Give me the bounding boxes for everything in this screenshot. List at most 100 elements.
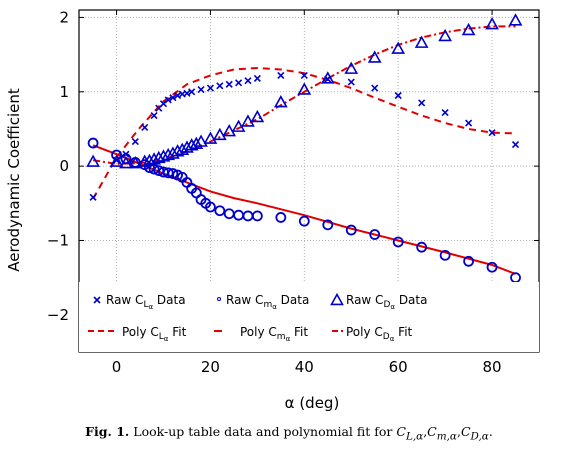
x-stroke [225,80,233,88]
raw-cm-point [369,229,381,240]
raw-cd-point [166,146,180,159]
raw-cd-point [344,61,359,74]
raw-cd-point [86,154,100,167]
x-stroke [197,85,205,94]
raw-cm-point [275,212,287,223]
raw-cd-point [175,142,190,155]
raw-cd-point [231,119,246,132]
y-tick-label: 2 [59,8,69,26]
raw-cd-point [461,22,476,36]
raw-cl-point [225,80,233,88]
raw-cl-point [511,141,520,149]
legend-triangle-shape [330,292,344,306]
raw-cd-point [414,35,429,48]
raw-cl-point [174,91,182,100]
raw-cm-point [486,261,498,273]
caption-symbol-cl: CL,α [396,424,424,443]
raw-cd-point [367,50,382,63]
raw-cl-point [150,112,158,120]
raw-cl-point [488,129,496,137]
caption-symbol-cm: Cm,α [427,424,457,443]
raw-cd-point [147,152,161,165]
raw-cm-point [120,153,132,165]
y-tick-label: −1 [47,231,69,249]
raw-cd-point [273,95,288,108]
raw-cd-point [241,114,255,127]
legend-circle-marker [217,297,221,301]
raw-cl-point [244,77,252,85]
legend-label-raw-cl: Raw CLα Data [106,293,186,311]
raw-cd-point [142,153,157,167]
raw-cd-point [485,16,499,30]
raw-cd-point [109,154,124,167]
raw-cl-point [371,84,379,92]
x-stroke [277,71,285,79]
raw-cm-point [111,149,122,161]
raw-cm-point [242,210,254,222]
x-stroke [253,74,261,82]
raw-cl-point [235,79,243,87]
x-tick-label: 40 [295,358,314,376]
raw-cl-point [347,78,355,86]
raw-cm-point [298,215,310,227]
raw-cm-point [87,137,99,149]
legend-x-marker [93,296,101,304]
raw-cl-point [197,85,205,94]
legend-label-poly-cl: Poly CLα Fit [122,325,187,343]
raw-cm-point [463,255,474,267]
raw-cd-point [320,71,335,84]
x-stroke [347,78,355,86]
x-stroke [300,71,308,79]
raw-cl-point [465,119,473,127]
legend: Raw CLα Data Raw Cmα Data Raw CDα Data P… [79,282,539,352]
caption-text: Look-up table data and polynomial fit fo… [133,424,393,439]
raw-cd-point [170,144,185,157]
caption-label: Fig. 1. [85,424,130,439]
x-stroke [164,96,172,104]
x-stroke [216,82,224,90]
raw-cd-point [212,127,227,141]
y-tick-label: 1 [59,83,69,101]
legend-entry-poly-cl: Poly CLα Fit [88,325,187,343]
raw-cd-point [156,149,171,162]
legend-triangle-marker [330,292,344,306]
tick-labels: 0 20 40 60 80 −2 −1 0 1 2 [47,8,502,376]
raw-cd-point [189,136,204,150]
raw-cl-point [394,91,402,100]
raw-cl-point [188,88,196,96]
x-tick-label: 80 [483,358,502,376]
legend-label-raw-cd: Raw CDα Data [346,293,427,311]
x-stroke [511,141,520,149]
chart-svg: 0 20 40 60 80 −2 −1 0 1 2 Raw CLα Data Raw Cmα Da… [5,8,540,412]
x-stroke [169,94,177,102]
raw-cd-point [438,28,452,42]
x-stroke [131,138,139,146]
raw-cd-point [222,124,237,137]
raw-cl-point [418,99,426,107]
legend-entry-poly-cd: Poly CDα Fit [332,325,413,343]
x-stroke [188,88,196,96]
legend-circle-shape [217,297,221,301]
raw-cm-point [214,205,226,217]
x-stroke [371,84,379,92]
raw-cm-point [439,249,451,261]
raw-cd-point [297,82,312,95]
data-points [86,13,523,284]
legend-entry-raw-cl: Raw CLα Data [93,293,186,311]
raw-cm-point [322,219,334,231]
raw-cl-point [183,89,191,97]
x-stroke [465,119,473,127]
legend-label-poly-cd: Poly CDα Fit [346,325,413,343]
raw-cd-point [128,156,143,169]
raw-cm-point [167,168,179,179]
x-tick-label: 60 [389,358,408,376]
x-stroke [89,193,97,201]
raw-cm-point [392,236,404,248]
raw-cd-point [151,150,166,164]
raw-cm-point [345,224,357,236]
x-stroke [150,112,158,120]
fit-lines [92,25,516,275]
raw-cl-point [89,193,97,201]
raw-cm-point [510,272,521,284]
raw-cm-point [416,241,428,253]
